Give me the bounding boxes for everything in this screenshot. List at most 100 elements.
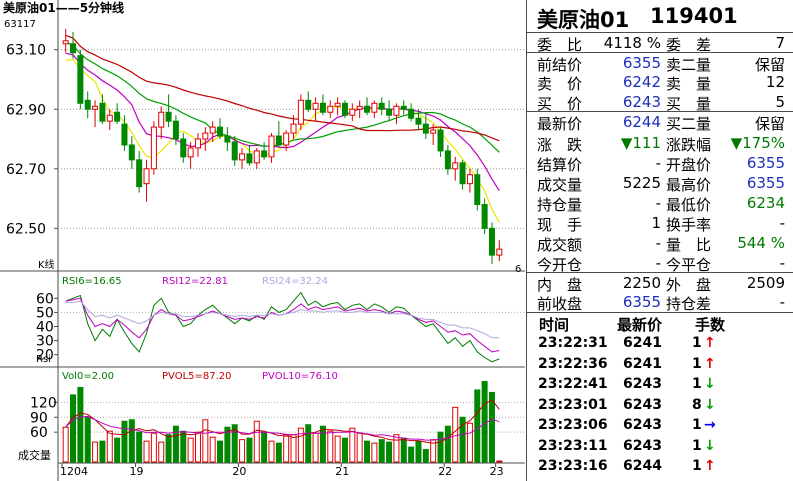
tick-header-volume: 手数 xyxy=(695,316,726,334)
quote-label: 成交额 xyxy=(537,236,583,254)
candle-body xyxy=(150,126,157,170)
tick-time: 23:22:41 xyxy=(538,376,608,392)
volume-bar xyxy=(400,437,407,463)
candle-body xyxy=(202,132,209,140)
quote-label: 买 量 xyxy=(666,95,712,113)
quote-separator xyxy=(527,52,793,53)
quote-label: 卖二量 xyxy=(666,56,712,74)
quote-label: 外 盘 xyxy=(666,276,712,294)
quote-label: 最高价 xyxy=(666,176,712,194)
kline-tick-label: 62.90 xyxy=(6,102,46,118)
tick-header-price: 最新价 xyxy=(617,316,663,334)
quote-value: - xyxy=(655,194,661,212)
tick-direction-up-icon: ↑ xyxy=(704,355,716,372)
candle-body xyxy=(386,108,393,116)
quote-value: 6242 xyxy=(622,73,661,91)
candle-body xyxy=(128,144,135,161)
rsi-tick-label: 20 xyxy=(36,348,54,364)
quote-label: 前结价 xyxy=(537,56,583,74)
rsi-tick-label: 30 xyxy=(36,334,54,350)
vol-label: Vol0=2.00 xyxy=(62,371,114,382)
tick-time: 23:23:01 xyxy=(538,396,608,413)
volume-bar xyxy=(84,416,91,463)
rsi-tick-label: 40 xyxy=(36,320,54,336)
volume-bar xyxy=(474,389,481,463)
candle-body xyxy=(459,162,466,185)
candle-body xyxy=(371,102,378,113)
volume-bar xyxy=(444,425,451,463)
quote-separator xyxy=(527,272,793,273)
volume-bar xyxy=(422,449,429,463)
tick-price: 6243 xyxy=(623,417,662,433)
candle-body xyxy=(312,102,319,110)
tick-row: 23:22:31 6241 1 ↑ xyxy=(527,334,793,354)
quote-label: 开盘价 xyxy=(666,156,712,174)
tick-price: 6243 xyxy=(623,396,662,413)
kline-chart-area[interactable]: 美原油01——5分钟线 63117 K线 6 RSI6=16.65 RSI12=… xyxy=(0,0,525,481)
quote-label: 涨 跌 xyxy=(537,136,583,154)
quote-row: 涨 跌 ▼111 涨跌幅 ▼175% xyxy=(527,133,793,154)
quote-value: 6355 xyxy=(622,54,661,72)
rsi24-label: RSI24=32.24 xyxy=(262,276,328,287)
candle-body xyxy=(378,102,385,110)
candle-body xyxy=(231,141,238,161)
candle-body xyxy=(224,135,231,143)
x-date-label: 19 xyxy=(130,465,144,478)
volume-bar xyxy=(158,441,165,463)
quote-label: 卖 量 xyxy=(666,75,712,93)
volume-bar xyxy=(172,425,179,463)
instrument-code: 119401 xyxy=(650,4,738,28)
candle-body xyxy=(136,159,143,188)
quote-title-row: 美原油01 119401 xyxy=(527,0,793,33)
quote-label: 前收盘 xyxy=(537,295,583,313)
x-date-label: 23 xyxy=(490,465,504,478)
quote-label: 成交量 xyxy=(537,176,583,194)
volume-bar xyxy=(121,420,128,463)
quote-label: 卖 价 xyxy=(537,75,583,93)
candle-body xyxy=(415,117,422,125)
quote-value: 5 xyxy=(775,93,785,111)
quote-value: - xyxy=(779,293,785,311)
quote-row: 持仓量 - 最低价 6234 xyxy=(527,193,793,214)
volume-bar xyxy=(378,439,385,463)
volume-bar xyxy=(290,434,297,463)
volume-bar xyxy=(246,437,253,463)
tick-time: 23:23:11 xyxy=(538,437,608,454)
quote-row: 买 价 6243 买 量 5 xyxy=(527,92,793,113)
volume-bar xyxy=(481,380,488,463)
tick-price: 6243 xyxy=(623,376,662,392)
candle-body xyxy=(466,174,473,185)
quote-value: - xyxy=(655,154,661,172)
quote-label: 委 差 xyxy=(666,36,712,54)
candle-body xyxy=(474,174,481,206)
candle-body xyxy=(158,111,165,128)
quote-panel: 美原油01 119401 委 比 4118 % 委 差 7 前结价 6355 卖二量 保留卖 … xyxy=(526,0,793,481)
quote-label: 持仓差 xyxy=(666,295,712,313)
candle-body xyxy=(209,126,216,134)
quote-row: 卖 价 6242 卖 量 12 xyxy=(527,72,793,93)
quote-row: 委 比 4118 % 委 差 7 xyxy=(527,33,793,54)
volume-bar xyxy=(194,431,201,463)
quote-row: 成交额 - 量 比 544 % xyxy=(527,233,793,254)
tick-direction-down-icon: ↓ xyxy=(704,396,716,413)
tick-row: 23:23:06 6243 1 → xyxy=(527,416,793,436)
volume-bar xyxy=(305,424,312,463)
quote-value: 12 xyxy=(765,73,785,91)
candle-body xyxy=(496,248,503,256)
quote-value: - xyxy=(779,254,785,272)
tick-volume: 1 xyxy=(692,355,702,372)
volume-bar xyxy=(70,394,77,463)
candle-body xyxy=(283,132,290,146)
x-date-label: 22 xyxy=(438,465,452,478)
candle-body xyxy=(84,99,91,110)
tick-row: 23:23:11 6243 1 ↓ xyxy=(527,437,793,457)
tick-price: 6241 xyxy=(623,355,662,372)
candle-body xyxy=(165,111,172,122)
volume-bar xyxy=(209,436,216,463)
volume-bar xyxy=(187,437,194,463)
candle-body xyxy=(70,43,77,54)
tick-direction-down-icon: ↓ xyxy=(704,437,716,454)
quote-value: 7 xyxy=(775,34,785,52)
volume-bar xyxy=(253,420,260,463)
candle-body xyxy=(275,135,282,146)
